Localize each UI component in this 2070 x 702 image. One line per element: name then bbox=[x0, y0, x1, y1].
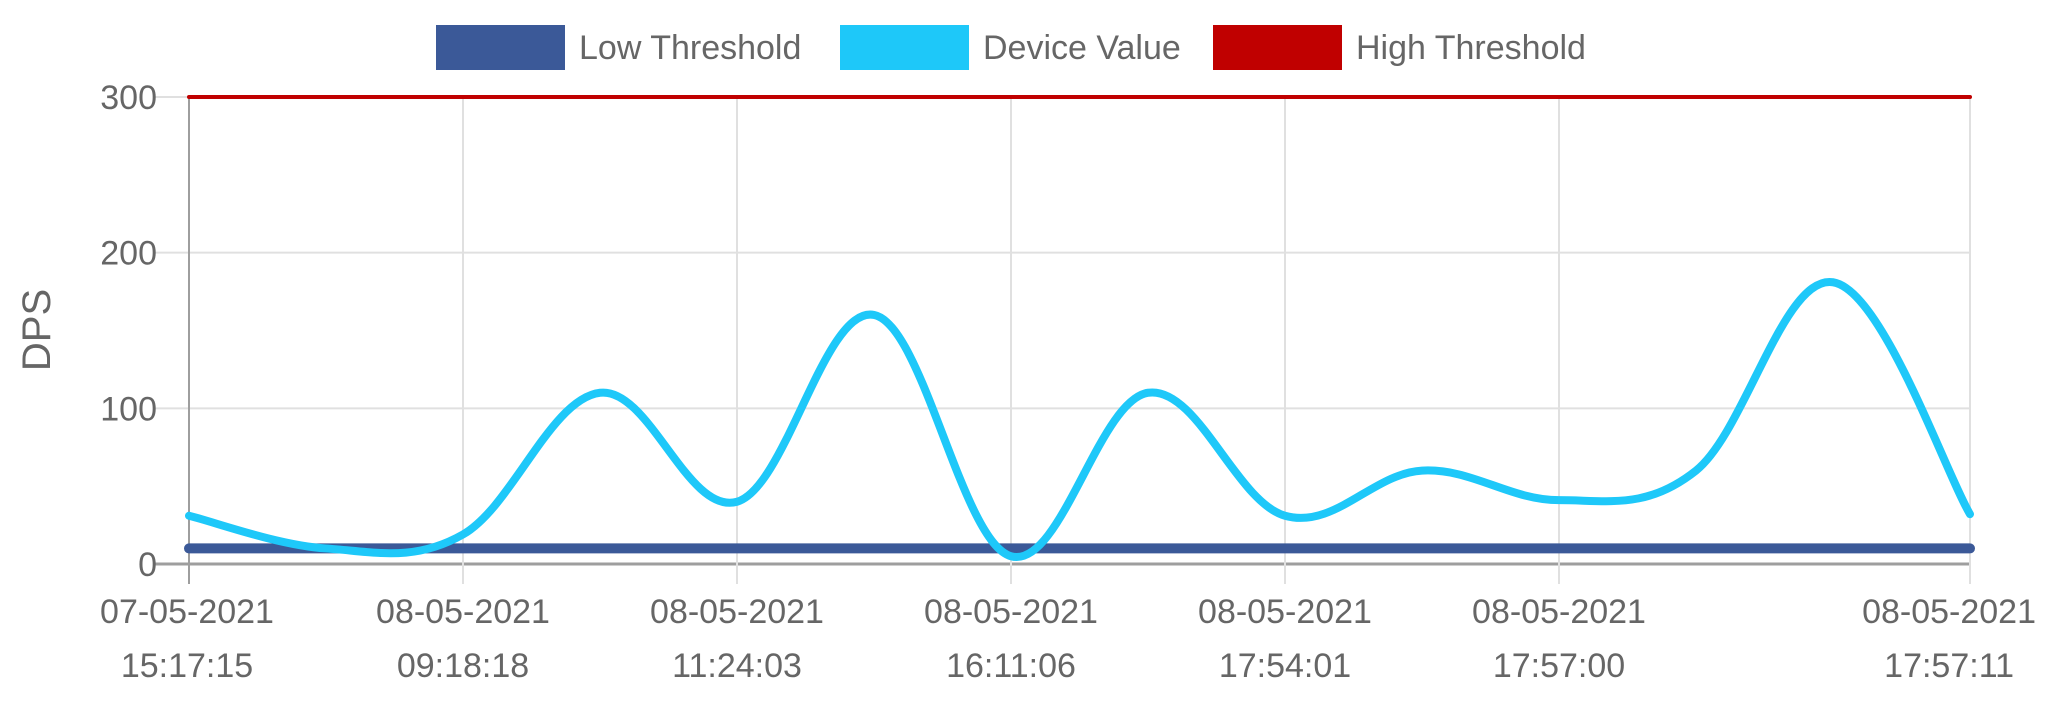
legend-label-low-threshold: Low Threshold bbox=[579, 29, 801, 67]
x-axis-ticks: 07-05-2021 15:17:15 08-05-2021 09:18:18 08-0… bbox=[100, 593, 2036, 685]
y-axis-ticks: 0 100 200 300 bbox=[100, 79, 157, 584]
legend-label-device-value: Device Value bbox=[983, 29, 1181, 67]
x-tick-label-time: 15:17:15 bbox=[121, 647, 253, 685]
x-tick-label-date: 08-05-2021 bbox=[924, 593, 1098, 631]
y-tick-label: 0 bbox=[138, 546, 157, 584]
legend-swatch-low-threshold bbox=[436, 25, 565, 70]
legend: Low Threshold Device Value High Threshold bbox=[436, 25, 1586, 70]
series-line-device-value bbox=[185, 278, 1974, 561]
x-tick-label-time: 17:57:11 bbox=[1884, 647, 2014, 685]
legend-swatch-high-threshold bbox=[1213, 25, 1342, 70]
y-tick-label: 300 bbox=[100, 79, 157, 117]
series-lines bbox=[184, 94, 1975, 561]
x-tick-label-time: 17:54:01 bbox=[1219, 647, 1351, 685]
x-tick-label-time: 11:24:03 bbox=[672, 647, 802, 685]
x-tick-label-date: 07-05-2021 bbox=[100, 593, 274, 631]
legend-label-high-threshold: High Threshold bbox=[1356, 29, 1586, 67]
y-tick-label: 100 bbox=[100, 390, 157, 428]
legend-swatch-device-value bbox=[840, 25, 969, 70]
x-tick-label-time: 17:57:00 bbox=[1493, 647, 1625, 685]
x-tick-label-date: 08-05-2021 bbox=[650, 593, 824, 631]
x-tick-label-time: 09:18:18 bbox=[397, 647, 529, 685]
x-tick-label-date: 08-05-2021 bbox=[1472, 593, 1646, 631]
x-tick-label-date: 08-05-2021 bbox=[1198, 593, 1372, 631]
x-tick-label-time: 16:11:06 bbox=[946, 647, 1076, 685]
x-tick-label-date: 08-05-2021 bbox=[376, 593, 550, 631]
y-axis-title: DPS bbox=[15, 289, 59, 371]
y-tick-label: 200 bbox=[100, 235, 157, 273]
x-tick-label-date: 08-05-2021 bbox=[1862, 593, 2036, 631]
